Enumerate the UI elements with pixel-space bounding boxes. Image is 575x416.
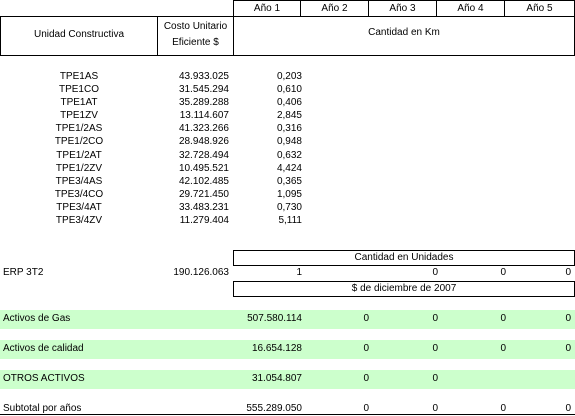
- summary-y2: 0: [363, 403, 369, 414]
- unit-name: TPE1CO: [58, 84, 99, 96]
- summary-label: Activos de calidad: [3, 343, 84, 354]
- unit-column-label: Unidad Constructiva: [33, 29, 125, 40]
- unit-cost: 33.483.231: [178, 201, 229, 213]
- unit-name: TPE1/2AS: [55, 123, 103, 135]
- erp-cost: 190.126.063: [173, 267, 229, 278]
- unit-cost: 41.323.266: [178, 123, 229, 135]
- unit-km-year1: 1,095: [276, 188, 302, 200]
- summary-y4: 0: [500, 403, 506, 414]
- unit-name: TPE1AT: [60, 97, 98, 109]
- unit-km-year1: 0,948: [276, 136, 302, 148]
- quantity-km-header: Cantidad en Km: [233, 16, 575, 56]
- unit-km-year1: 5,111: [278, 214, 302, 226]
- date-label-box: $ de diciembre de 2007: [233, 281, 575, 297]
- year-3-header: Año 3: [368, 0, 437, 17]
- unit-cost: 31.545.294: [178, 84, 229, 96]
- gas-assets-band: [0, 310, 575, 329]
- cost-column-header: Costo Unitario Eficiente $: [157, 16, 234, 56]
- unit-name: TPE3/4AS: [55, 175, 103, 187]
- summary-y3: 0: [432, 313, 438, 324]
- unit-km-year1: 0,365: [276, 175, 302, 187]
- unit-km-year1: 0,632: [276, 149, 302, 161]
- summary-total: 16.654.128: [251, 343, 302, 354]
- summary-y5: 0: [565, 403, 571, 414]
- unit-cost: 32.728.494: [178, 149, 229, 161]
- summary-y2: 0: [363, 343, 369, 354]
- summary-y5: 0: [565, 313, 571, 324]
- summary-label: Activos de Gas: [3, 313, 71, 324]
- summary-y3: 0: [432, 373, 438, 384]
- year-1-header: Año 1: [233, 0, 301, 17]
- unit-km-year1: 4,424: [276, 162, 302, 174]
- erp-year5: 0: [565, 267, 571, 278]
- unit-cost: 42.102.485: [178, 175, 229, 187]
- summary-y3: 0: [432, 403, 438, 414]
- unit-cost: 29.721.450: [178, 188, 229, 200]
- unit-km-year1: 0,730: [276, 201, 302, 213]
- unit-name: TPE1AS: [59, 71, 99, 82]
- unit-cost: 35.289.288: [178, 97, 229, 109]
- unit-cost: 10.495.521: [178, 162, 229, 174]
- unit-name: TPE1/2AT: [56, 149, 102, 161]
- bottom-border: [0, 414, 575, 415]
- summary-y2: 0: [363, 373, 369, 384]
- cost-column-label-2: Eficiente $: [172, 37, 219, 48]
- erp-year4: 0: [500, 267, 506, 278]
- other-assets-band: [0, 370, 575, 389]
- summary-y5: 0: [565, 343, 571, 354]
- unit-km-year1: 0,406: [276, 97, 302, 109]
- unit-km-year1: 2,845: [276, 110, 302, 122]
- unit-name: TPE1/2CO: [54, 136, 104, 148]
- unit-cost: 13.114.607: [179, 110, 229, 122]
- erp-year1: 1: [296, 267, 302, 278]
- year-4-header: Año 4: [436, 0, 505, 17]
- erp-name: ERP 3T2: [3, 267, 44, 278]
- cost-column-label-1: Costo Unitario: [163, 21, 228, 32]
- unit-km-year1: 0,203: [276, 71, 302, 82]
- unit-cost: 11.279.404: [179, 214, 229, 226]
- summary-y3: 0: [432, 343, 438, 354]
- summary-label: OTROS ACTIVOS: [3, 373, 85, 384]
- summary-y2: 0: [363, 313, 369, 324]
- unit-cost: 28.948.926: [178, 136, 229, 148]
- summary-total: 31.054.807: [251, 373, 302, 384]
- summary-label: Subtotal por años: [3, 403, 82, 414]
- year-5-header: Año 5: [504, 0, 575, 17]
- unit-column-header: Unidad Constructiva: [0, 16, 158, 56]
- unit-name: TPE3/4CO: [54, 188, 104, 200]
- summary-total: 555.289.050: [246, 403, 302, 414]
- unit-km-year1: 0,316: [276, 123, 302, 135]
- summary-y4: 0: [500, 343, 506, 354]
- erp-year3: 0: [432, 267, 438, 278]
- units-label-box: Cantidad en Unidades: [233, 250, 575, 266]
- quality-assets-band: [0, 340, 575, 359]
- summary-total: 507.580.114: [247, 313, 302, 324]
- unit-cost: 43.933.025: [178, 71, 229, 82]
- unit-name: TPE3/4ZV: [55, 214, 103, 226]
- quantity-km-label: Cantidad en Km: [368, 27, 440, 38]
- unit-km-year1: 0,610: [276, 84, 302, 96]
- summary-y4: 0: [500, 313, 506, 324]
- unit-name: TPE1/2ZV: [55, 162, 103, 174]
- unit-name: TPE1ZV: [60, 110, 98, 122]
- year-2-header: Año 2: [300, 0, 369, 17]
- unit-name: TPE3/4AT: [56, 201, 102, 213]
